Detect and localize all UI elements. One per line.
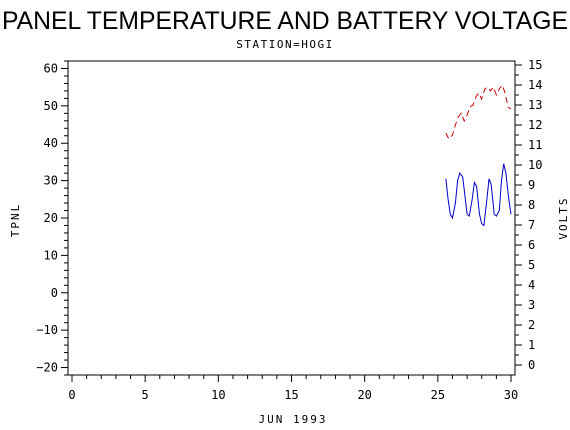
y-right-tick-label: 13: [528, 98, 542, 112]
y-right-tick-label: 5: [528, 258, 535, 272]
y-left-tick-label: −10: [36, 323, 58, 337]
x-tick-label: 10: [211, 388, 225, 402]
y-right-tick-label: 11: [528, 138, 542, 152]
y-right-tick-label: 15: [528, 58, 542, 72]
y-left-tick-label: 60: [44, 61, 58, 75]
x-tick-label: 0: [68, 388, 75, 402]
y-right-tick-label: 2: [528, 318, 535, 332]
y-right-tick-label: 12: [528, 118, 542, 132]
chart-subtitle: STATION=HOGI: [236, 38, 333, 51]
x-tick-label: 15: [284, 388, 298, 402]
x-tick-label: 30: [504, 388, 518, 402]
y-right-tick-label: 7: [528, 218, 535, 232]
y-left-tick-label: 20: [44, 211, 58, 225]
y-right-tick-label: 8: [528, 198, 535, 212]
x-axis-label: JUN 1993: [259, 413, 328, 426]
y-right-tick-label: 3: [528, 298, 535, 312]
plot-frame: [67, 60, 516, 376]
x-tick-label: 20: [357, 388, 371, 402]
x-axis: 0 5 10 15 20 25 30: [68, 375, 518, 402]
series-layer: [445, 83, 512, 227]
x-tick-label: 25: [431, 388, 445, 402]
chart-title: PANEL TEMPERATURE AND BATTERY VOLTAGE: [2, 7, 568, 35]
y-right-tick-label: 14: [528, 78, 542, 92]
volts-series-line: [445, 83, 512, 140]
y-axis-left-label: TPNL: [9, 203, 22, 238]
y-right-tick-label: 6: [528, 238, 535, 252]
y-left-tick-label: −20: [36, 361, 58, 375]
y-left-tick-label: 40: [44, 136, 58, 150]
y-left-tick-label: 30: [44, 174, 58, 188]
y-axis-left: −20 −10 0 10 20 30 40 50 60: [36, 60, 68, 376]
y-left-tick-label: 50: [44, 99, 58, 113]
y-right-tick-label: 10: [528, 158, 542, 172]
y-right-tick-label: 1: [528, 338, 535, 352]
y-right-tick-label: 9: [528, 178, 535, 192]
y-axis-right-label: VOLTS: [557, 196, 570, 239]
x-tick-label: 5: [142, 388, 149, 402]
y-left-tick-label: 0: [51, 286, 58, 300]
y-left-tick-label: 10: [44, 248, 58, 262]
y-right-tick-label: 4: [528, 278, 535, 292]
y-right-tick-label: 0: [528, 358, 535, 372]
tpnl-series-line: [445, 163, 512, 227]
